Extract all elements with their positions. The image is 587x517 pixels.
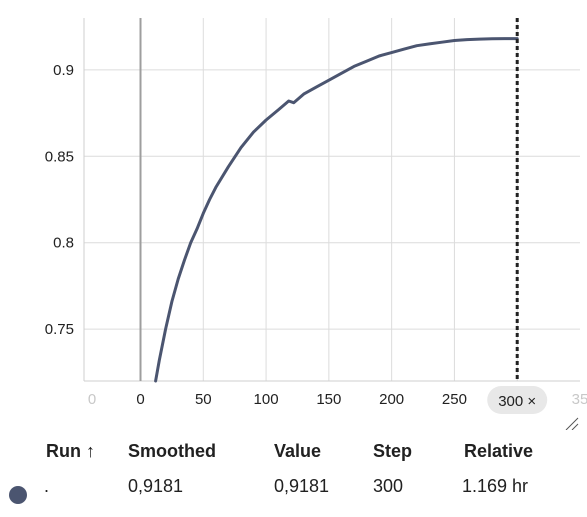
smoothed-value: 0,9181 [128,476,184,496]
x-tick-label: 250 [442,391,467,408]
series-line [154,37,519,383]
resize-handle-icon[interactable] [565,417,579,430]
y-tick-label: 0.85 [45,148,74,165]
table-row[interactable]: . 0,9181 0,9181 300 1.169 hr [0,470,587,508]
x-tick-label: 0 [136,391,144,408]
gridlines [84,18,580,381]
raw-value: 0,9181 [274,476,330,496]
step-marker-chip[interactable] [487,386,548,414]
run-name: . [44,476,50,496]
column-header-step[interactable]: Step [373,441,413,461]
x-tick-label: 200 [379,391,404,408]
series-layer [154,37,519,383]
column-header-relative[interactable]: Relative [464,441,534,461]
line-chart: 300 × 0.75 0.8 0.85 0.9 0 0 50 100 150 200 250 35 [45,18,587,430]
x-tick-label: 150 [316,391,341,408]
resize-handle-icon[interactable] [571,423,579,430]
axes [83,18,580,382]
column-header-run[interactable]: Run ↑ [46,441,95,461]
runs-table: Run ↑ Smoothed Value Step Relative . 0,9… [0,432,587,508]
step-marker-chip-label[interactable]: 300 × [498,393,536,410]
relative-time: 1.169 hr [462,476,529,496]
run-color-dot[interactable] [9,486,27,504]
y-tick-label: 0.9 [53,62,74,79]
step-value: 300 [373,476,404,496]
step-marker[interactable]: 300 × [487,18,579,430]
tick-labels: 0.75 0.8 0.85 0.9 0 0 50 100 150 200 250 35 [45,62,587,408]
x-tick-label: 50 [195,391,212,408]
y-tick-label: 0.75 [45,321,74,338]
column-header-smoothed[interactable]: Smoothed [128,441,216,461]
y-tick-label: 0.8 [53,235,74,252]
x-tick-label: 35 [572,391,587,408]
x-tick-label: 100 [254,391,279,408]
x-tick-label: 0 [88,391,96,408]
table-header: Run ↑ Smoothed Value Step Relative [0,432,587,470]
column-header-value[interactable]: Value [274,441,322,461]
